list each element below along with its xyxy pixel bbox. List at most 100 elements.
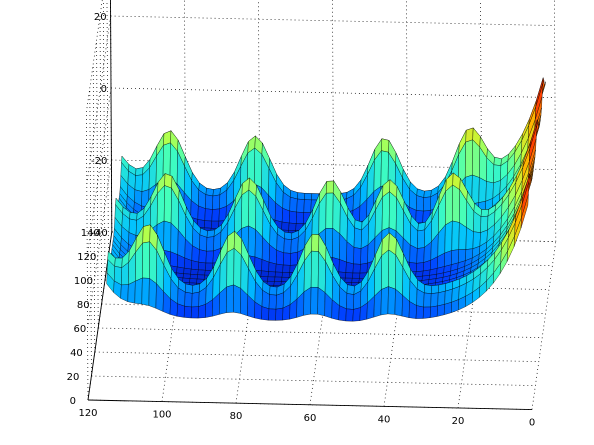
surface-facet: [142, 224, 151, 244]
surface-facet: [451, 220, 460, 251]
surface-facet: [267, 276, 276, 282]
surface-facet: [267, 271, 276, 278]
surface-facet: [345, 308, 354, 322]
surface-facet: [196, 274, 205, 280]
surface-facet: [283, 238, 292, 254]
grid-line: [86, 111, 89, 401]
surface-facet: [422, 306, 431, 319]
surface-facet: [416, 195, 424, 212]
surface-facet: [120, 284, 129, 302]
surface-facet: [206, 229, 215, 238]
surface-facet: [493, 164, 502, 184]
surface-facet: [191, 291, 200, 308]
surface-facet: [198, 262, 207, 271]
surface-facet: [317, 287, 326, 317]
surface-facet: [444, 250, 452, 267]
surface-facet: [192, 283, 200, 294]
y-tick-label: 100: [74, 276, 93, 287]
surface-facet: [381, 138, 390, 153]
surface-facet: [388, 191, 397, 232]
surface-facet: [352, 263, 361, 274]
surface-facet: [190, 306, 199, 319]
surface-facet: [478, 177, 487, 203]
surface-facet: [176, 266, 185, 274]
surface-facet: [141, 277, 150, 306]
surface-facet: [472, 231, 481, 249]
surface-facet: [346, 293, 355, 310]
surface-facet: [346, 284, 355, 295]
surface-facet: [297, 192, 306, 200]
grid-line: [103, 0, 106, 281]
z-tick-label: -20: [91, 156, 107, 167]
surface-facet: [281, 272, 290, 278]
x-tick-label: 80: [230, 411, 243, 422]
surface-facet: [423, 292, 432, 308]
surface-facet: [134, 174, 143, 192]
surface-facet: [248, 189, 257, 230]
surface-facet: [345, 272, 354, 279]
surface-facet: [163, 185, 172, 224]
surface-facet: [431, 284, 439, 294]
surface-facet: [205, 250, 214, 264]
surface-facet: [424, 284, 432, 294]
grid-line: [89, 87, 92, 377]
grid-line: [554, 0, 557, 242]
surface-facet: [429, 305, 438, 318]
surface-facet: [310, 250, 319, 288]
surface-facet: [465, 139, 473, 178]
surface-facet: [436, 304, 445, 317]
surface-facet: [275, 307, 284, 321]
surface-facet: [281, 208, 290, 224]
surface-facet: [127, 280, 136, 304]
grid-line: [86, 87, 112, 257]
surface-facet: [417, 221, 426, 232]
x-tick-label: 40: [378, 414, 391, 425]
surface-facet: [275, 263, 284, 273]
surface-facet: [326, 180, 334, 194]
surface-facet: [485, 181, 494, 202]
grid-line: [383, 238, 409, 407]
surface-facet: [163, 220, 172, 253]
surface-facet: [345, 261, 354, 274]
surface-facet: [198, 249, 207, 264]
surface-facet: [303, 286, 312, 316]
z-tick-label: 0: [101, 84, 107, 95]
surface-facet: [303, 199, 312, 213]
surface-facet: [296, 198, 305, 213]
surface-facet: [381, 191, 390, 231]
surface-facet: [380, 286, 389, 316]
surface-facet: [451, 249, 459, 265]
surface-facet: [176, 303, 185, 318]
surface-facet: [387, 286, 396, 315]
grid-line: [92, 63, 96, 353]
grid-line: [531, 241, 557, 410]
surface-facet: [226, 284, 234, 313]
surface-facet: [211, 208, 220, 222]
surface-facet: [344, 277, 353, 283]
surface-facet: [290, 251, 298, 266]
surface-facet: [226, 247, 235, 288]
z-tick-label: 20: [94, 12, 107, 23]
grid-line: [309, 236, 335, 405]
surface-facet: [415, 305, 424, 319]
surface-facet: [199, 234, 208, 252]
y-tick-label: 60: [73, 324, 86, 335]
surface-facet: [416, 262, 424, 272]
x-tick-label: 0: [529, 418, 535, 429]
surface-facet: [191, 260, 199, 270]
surface-facet: [281, 221, 290, 231]
surface-facet: [416, 247, 425, 264]
grid-line: [106, 0, 109, 257]
surface-facet: [148, 277, 157, 309]
y-tick-label: 20: [67, 372, 80, 383]
surface-facet: [388, 249, 396, 290]
surface-facet: [189, 274, 198, 280]
surface-facet: [352, 272, 361, 279]
surface-facet: [276, 250, 284, 266]
surface-facet: [197, 304, 206, 319]
surface-facet: [443, 301, 452, 316]
surface-facet: [114, 257, 123, 268]
surface-facet: [289, 210, 297, 224]
surface-facet: [289, 196, 298, 213]
surface-facet: [444, 220, 453, 254]
